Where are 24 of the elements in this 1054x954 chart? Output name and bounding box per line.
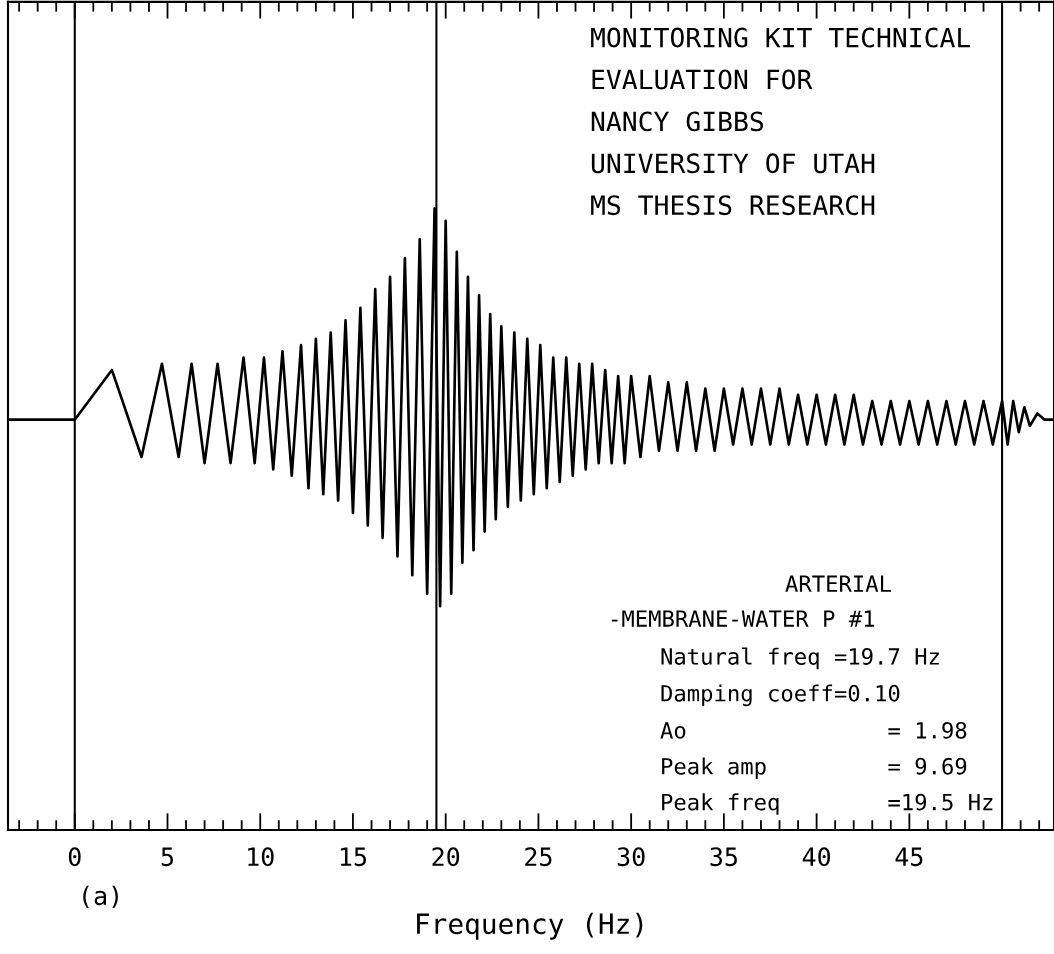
x-tick-label: 20 xyxy=(432,847,460,867)
x-tick-label: 0 xyxy=(68,847,81,867)
annotation: ARTERIAL xyxy=(785,575,891,592)
text: MONITORING KIT TECHNICAL xyxy=(591,27,971,48)
annotation: Peak amp = 9.69 xyxy=(662,757,967,779)
x-tick-label: 30 xyxy=(617,847,645,867)
x-tick-label: 25 xyxy=(525,847,552,867)
annotation: Ao = 1.98 xyxy=(660,721,967,739)
text: UNIVERSITY OF UTAH xyxy=(591,153,875,174)
x-tick-label: 40 xyxy=(802,847,831,867)
annotation: Natural freq =19.7 Hz xyxy=(661,647,939,670)
text: (a) xyxy=(83,885,118,909)
x-tick-label: 45 xyxy=(895,847,923,867)
text: NANCY GIBBS xyxy=(591,111,764,132)
annotation: Peak freq =19.5 Hz xyxy=(662,793,993,815)
text: EVALUATION FOR xyxy=(592,69,813,90)
annotation: MS THESIS RESEARCH xyxy=(591,195,875,216)
annotation: -MEMBRANE-WATER P #1 xyxy=(611,610,875,627)
x-tick-label: 10 xyxy=(248,847,274,867)
x-axis-title: Frequency (Hz) xyxy=(417,912,643,940)
x-tick-label: 15 xyxy=(340,847,367,867)
annotation: Damping coeff=0.10 xyxy=(661,684,900,707)
x-tick-label: 35 xyxy=(710,847,737,867)
x-tick-label: 5 xyxy=(161,847,174,867)
